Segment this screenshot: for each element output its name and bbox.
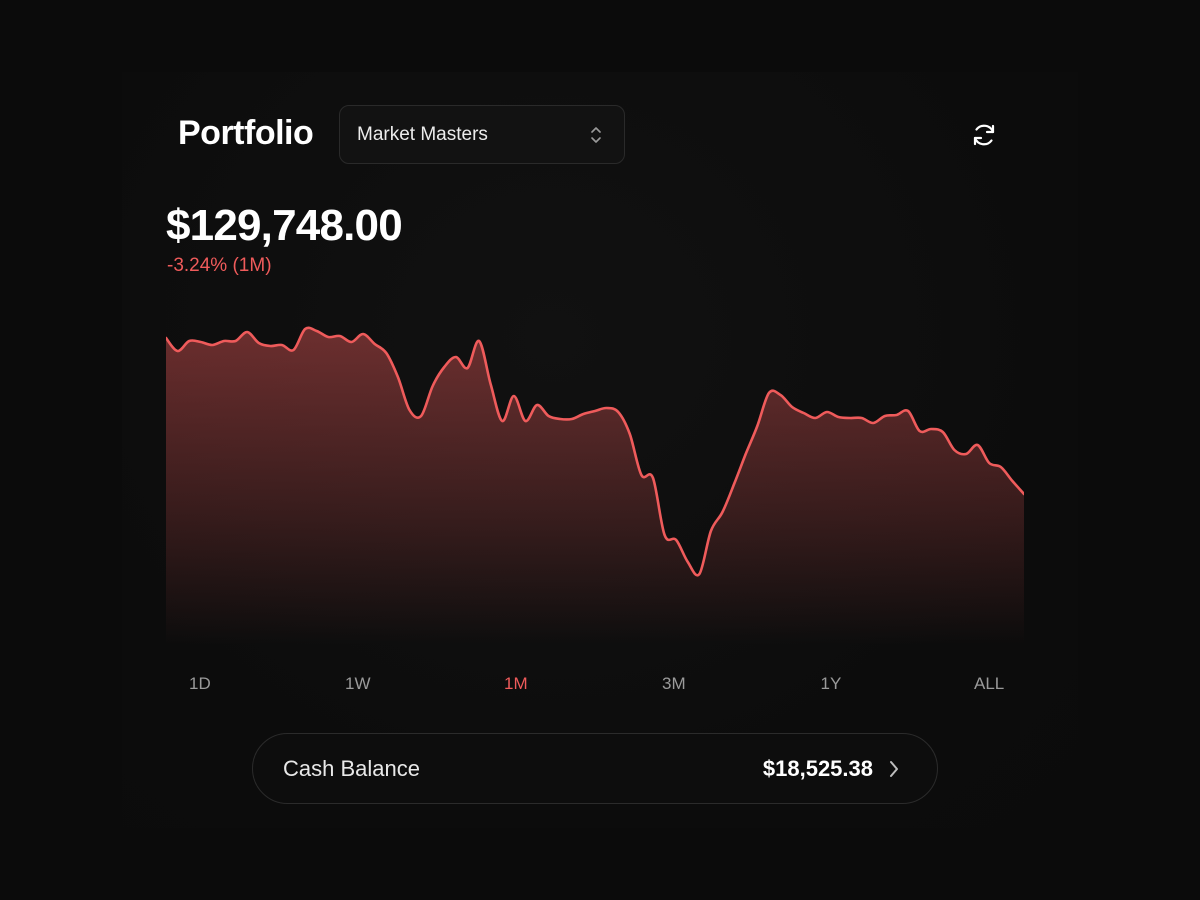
page-title: Portfolio: [178, 114, 314, 152]
tab-range-1m[interactable]: 1M: [504, 674, 528, 693]
account-selector[interactable]: Market Masters: [339, 105, 625, 164]
chevron-right-icon: [890, 761, 898, 777]
tab-range-1y[interactable]: 1Y: [820, 674, 842, 693]
chart-area: [166, 327, 1024, 645]
time-range-selector: 1D 1W 1M 3M 1Y ALL: [166, 674, 1024, 698]
tab-range-all[interactable]: ALL: [974, 674, 1005, 693]
refresh-icon[interactable]: [968, 119, 1000, 151]
cash-balance-row[interactable]: Cash Balance $18,525.38: [252, 733, 938, 804]
cash-balance-label: Cash Balance: [283, 756, 420, 781]
portfolio-chart: [166, 326, 1024, 645]
chart-line: [166, 326, 1024, 577]
account-selector-label: Market Masters: [357, 124, 488, 145]
portfolio-change: -3.24% (1M): [167, 255, 272, 276]
chevron-up-down-icon: [591, 127, 601, 143]
tab-range-1w[interactable]: 1W: [345, 674, 371, 693]
portfolio-value: $129,748.00: [166, 201, 403, 250]
tab-range-1d[interactable]: 1D: [189, 674, 211, 693]
cash-balance-value: $18,525.38: [762, 756, 873, 781]
tab-range-3m[interactable]: 3M: [662, 674, 686, 693]
